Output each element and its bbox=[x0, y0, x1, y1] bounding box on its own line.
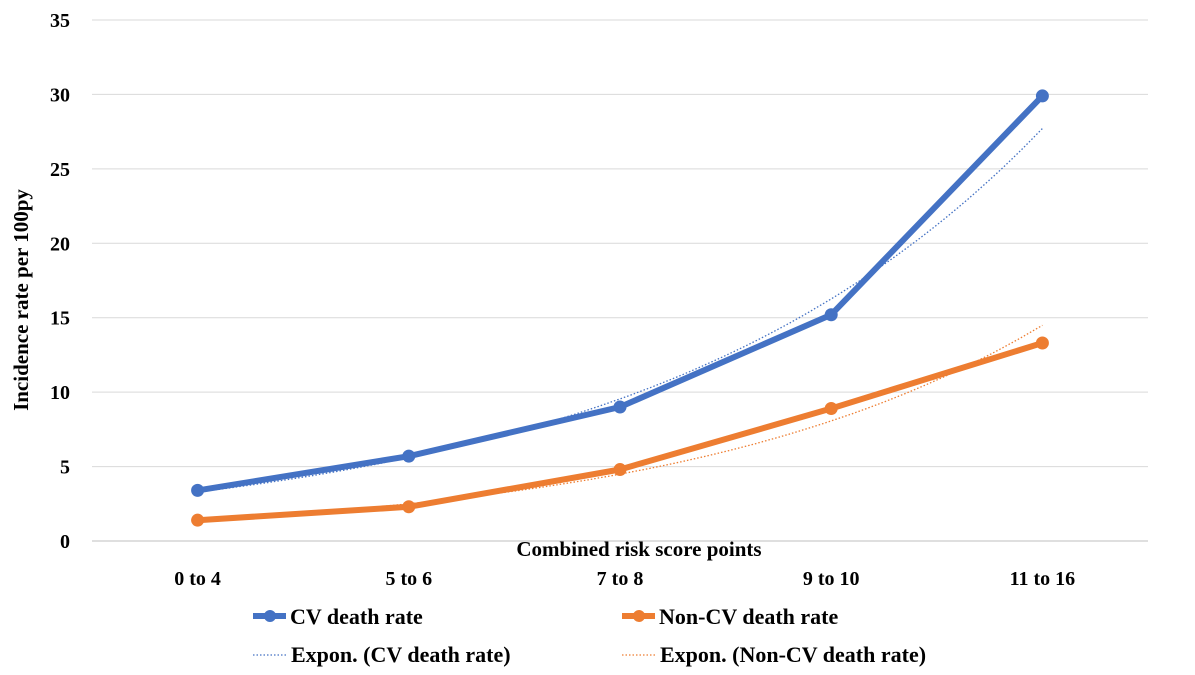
x-tick-label: 9 to 10 bbox=[803, 568, 860, 590]
x-tick-label: 5 to 6 bbox=[385, 568, 432, 590]
y-tick-label: 35 bbox=[50, 10, 70, 32]
trendline-cv bbox=[197, 128, 1043, 493]
y-tick-label: 15 bbox=[50, 308, 70, 330]
legend-swatch-noncv-marker bbox=[633, 610, 645, 622]
data-point-non-cv bbox=[1035, 336, 1049, 350]
y-axis-ticks: 0 5 10 15 20 25 30 35 bbox=[50, 10, 70, 553]
legend: CV death rate Non-CV death rate Expon. (… bbox=[253, 604, 926, 667]
trendlines bbox=[197, 128, 1043, 521]
data-point-cv bbox=[1035, 89, 1049, 103]
trendline-non-cv bbox=[197, 324, 1043, 521]
series-line-non-cv bbox=[194, 340, 1046, 524]
legend-label-non-cv-death-rate: Non-CV death rate bbox=[659, 604, 838, 629]
y-tick-label: 20 bbox=[50, 233, 70, 255]
data-point-non-cv bbox=[402, 500, 416, 514]
y-axis-title: Incidence rate per 100py bbox=[9, 189, 33, 411]
legend-label-cv-death-rate: CV death rate bbox=[290, 604, 423, 629]
legend-item-cv-death-rate: CV death rate bbox=[253, 604, 423, 629]
data-point-non-cv bbox=[191, 513, 205, 527]
data-point-cv bbox=[402, 449, 416, 463]
y-tick-label: 0 bbox=[60, 531, 70, 553]
legend-swatch-cv-marker bbox=[264, 610, 276, 622]
data-point-cv bbox=[191, 483, 205, 497]
x-axis-ticks: 0 to 4 5 to 6 7 to 8 9 to 10 11 to 16 bbox=[174, 568, 1075, 590]
series-line-cv bbox=[194, 92, 1046, 494]
y-tick-label: 30 bbox=[50, 84, 70, 106]
data-point-cv bbox=[613, 400, 627, 414]
y-tick-label: 10 bbox=[50, 382, 70, 404]
data-series bbox=[191, 89, 1049, 527]
x-tick-label: 7 to 8 bbox=[597, 568, 644, 590]
x-tick-label: 0 to 4 bbox=[174, 568, 221, 590]
legend-label-expon-cv: Expon. (CV death rate) bbox=[291, 642, 511, 667]
legend-label-expon-noncv: Expon. (Non-CV death rate) bbox=[660, 642, 926, 667]
legend-item-expon-noncv: Expon. (Non-CV death rate) bbox=[622, 642, 926, 667]
x-axis-title: Combined risk score points bbox=[516, 537, 761, 561]
legend-item-non-cv-death-rate: Non-CV death rate bbox=[622, 604, 838, 629]
gridlines bbox=[92, 19, 1148, 542]
data-point-non-cv bbox=[613, 463, 627, 477]
y-tick-label: 5 bbox=[60, 457, 70, 479]
legend-item-expon-cv: Expon. (CV death rate) bbox=[253, 642, 511, 667]
y-tick-label: 25 bbox=[50, 159, 70, 181]
data-point-cv bbox=[824, 308, 838, 322]
x-tick-label: 11 to 16 bbox=[1010, 568, 1076, 590]
data-point-non-cv bbox=[824, 402, 838, 416]
